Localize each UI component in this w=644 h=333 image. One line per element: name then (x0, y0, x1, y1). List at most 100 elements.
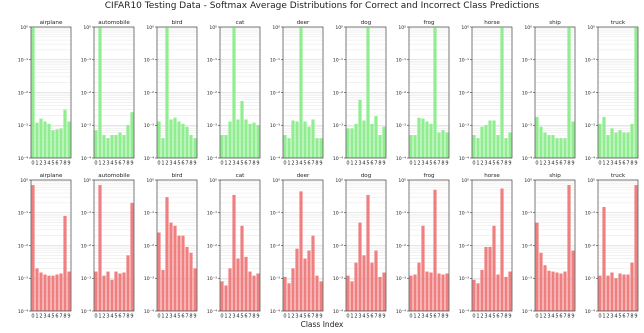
x-tick-label: 9 (193, 161, 196, 167)
x-tick-label: 3 (295, 161, 298, 167)
bar (437, 273, 441, 311)
bar (59, 273, 63, 311)
x-tick-label: 8 (630, 161, 633, 167)
bar (374, 116, 378, 158)
bar (354, 123, 358, 158)
x-tick-label: 3 (421, 314, 424, 320)
x-tick-label: 2 (228, 161, 231, 167)
x-tick-label: 1 (35, 161, 38, 167)
bar (622, 132, 626, 158)
bar (500, 27, 504, 158)
y-tick-label: 10⁻² (522, 90, 532, 96)
bar (433, 189, 437, 311)
x-tick-label: 7 (248, 314, 251, 320)
x-tick-label: 2 (39, 314, 42, 320)
x-tick-label: 7 (59, 314, 62, 320)
plot-frame (156, 26, 198, 159)
bar (382, 126, 386, 158)
x-tick-label: 6 (244, 314, 247, 320)
y-tick-label: 10⁻² (396, 243, 406, 249)
bar (102, 135, 106, 158)
bar (291, 120, 295, 158)
plot-frame (345, 179, 387, 312)
x-tick-label: 6 (55, 161, 58, 167)
y-tick-label: 10⁻¹ (585, 58, 595, 64)
x-tick-label: 3 (43, 314, 46, 320)
bar (630, 262, 634, 311)
y-tick-label: 10⁻¹ (459, 58, 469, 64)
y-tick-label: 10⁰ (20, 25, 28, 31)
y-tick-label: 10⁻⁴ (585, 309, 595, 315)
bar (240, 101, 244, 158)
y-tick-label: 10⁻⁴ (522, 156, 532, 162)
bar (602, 206, 606, 311)
y-tick-label: 10⁰ (335, 178, 343, 184)
bar (543, 265, 547, 311)
bar (240, 225, 244, 311)
y-tick-label: 10⁻² (333, 90, 343, 96)
bar (130, 202, 134, 311)
bar (622, 274, 626, 311)
bar (244, 119, 248, 158)
bar (51, 130, 55, 158)
x-tick-label: 5 (177, 161, 180, 167)
bar (598, 123, 602, 158)
subplot-correct-deer: 10⁻⁴ 10⁻³ 10⁻² 10⁻¹ 10⁰ 0 1 2 3 4 5 6 7 8 9 deer (270, 20, 324, 167)
bar (39, 118, 43, 158)
x-tick-label: 1 (161, 314, 164, 320)
y-tick-label: 10⁻⁴ (396, 309, 406, 315)
bar (303, 258, 307, 311)
bar (567, 27, 571, 158)
bar (543, 132, 547, 158)
y-tick-label: 10⁻⁴ (144, 156, 154, 162)
bar (421, 225, 425, 311)
x-tick-label: 1 (413, 161, 416, 167)
y-tick-label: 10⁰ (461, 178, 469, 184)
bar (425, 121, 429, 158)
y-tick-label: 10⁻¹ (333, 58, 343, 64)
x-tick-label: 3 (232, 161, 235, 167)
x-tick-label: 3 (232, 314, 235, 320)
x-tick-label: 7 (311, 314, 314, 320)
bar (157, 232, 161, 311)
subplot-title: dog (361, 20, 372, 26)
subplot-title: deer (297, 20, 310, 26)
bar (63, 109, 67, 158)
y-tick-label: 10⁻³ (207, 123, 217, 129)
x-tick-label: 9 (634, 314, 637, 320)
x-tick-label: 9 (382, 161, 385, 167)
bar (67, 271, 71, 311)
bar (508, 271, 512, 311)
bar (480, 126, 484, 158)
y-tick-label: 10⁻⁴ (459, 309, 469, 315)
bar (630, 123, 634, 158)
x-tick-label: 2 (354, 314, 357, 320)
plot-frame (345, 26, 387, 159)
y-tick-label: 10⁻² (270, 90, 280, 96)
x-tick-label: 9 (571, 314, 574, 320)
bar (626, 132, 630, 158)
bar (118, 132, 122, 158)
x-tick-label: 0 (220, 314, 223, 320)
y-tick-label: 10⁻³ (459, 276, 469, 282)
x-tick-label: 1 (539, 161, 542, 167)
bar (106, 271, 110, 311)
bar (220, 281, 224, 311)
bar (413, 274, 417, 311)
x-tick-label: 6 (181, 314, 184, 320)
plot-frame (93, 26, 135, 159)
y-tick-label: 10⁻² (333, 243, 343, 249)
bar (488, 120, 492, 158)
bar (370, 262, 374, 311)
y-tick-label: 10⁰ (209, 25, 217, 31)
y-tick-label: 10⁻² (81, 90, 91, 96)
plot-frame (219, 26, 261, 159)
y-tick-label: 10⁻² (459, 243, 469, 249)
bar (35, 268, 39, 311)
y-tick-label: 10⁻² (396, 90, 406, 96)
x-tick-label: 1 (98, 161, 101, 167)
x-tick-label: 7 (500, 161, 503, 167)
bar (563, 138, 567, 158)
x-tick-label: 8 (567, 161, 570, 167)
y-tick-label: 10⁻⁴ (270, 156, 280, 162)
